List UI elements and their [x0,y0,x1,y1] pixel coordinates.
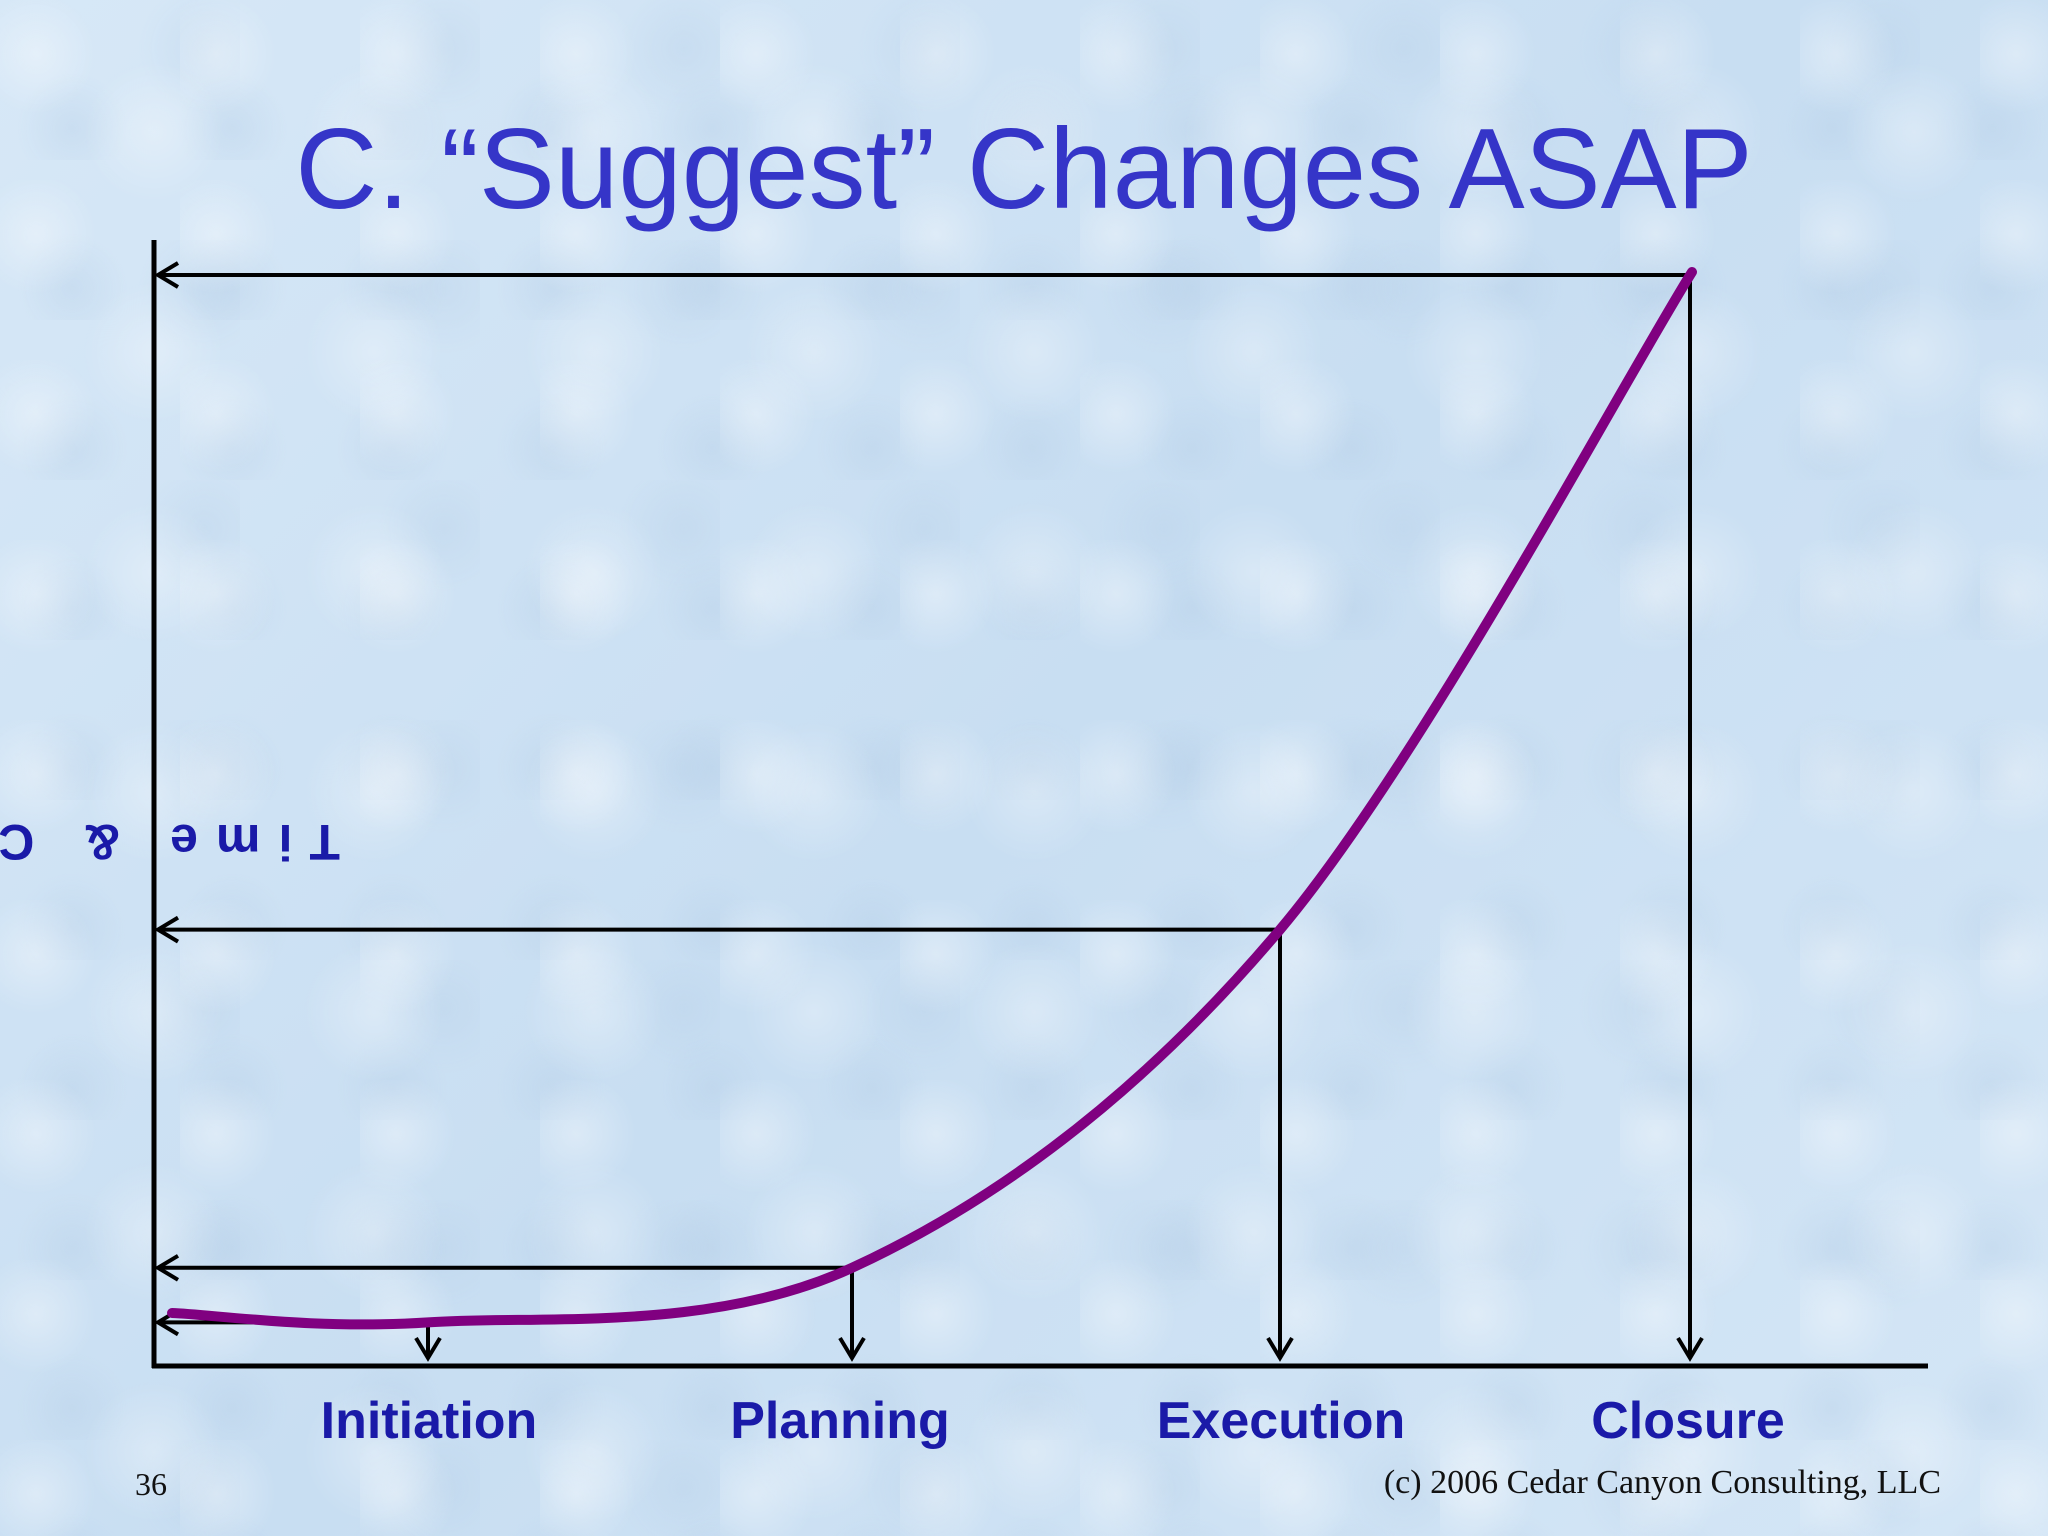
left-arrowhead [154,261,180,289]
down-arrowhead [414,1336,442,1362]
x-label-execution: Execution [1157,1392,1406,1450]
slide-number: 36 [135,1466,167,1502]
chart-guides [154,261,1704,1362]
x-label-closure: Closure [1591,1392,1785,1450]
y-axis-label: Time & C [0,814,340,870]
down-arrowhead [1676,1336,1704,1362]
x-label-initiation: Initiation [321,1392,538,1450]
x-label-planning: Planning [730,1392,950,1450]
left-arrowhead [154,1254,180,1282]
left-arrowhead [154,915,180,944]
chart-x-labels: Initiation Planning Execution Closure [321,1392,1785,1450]
guide-arrows-planning [154,1254,866,1362]
down-arrowhead [1266,1336,1294,1362]
guide-arrows-execution [154,915,1294,1362]
guide-arrows-closure [154,261,1704,1362]
chart-curve [167,267,1697,1330]
chart-axes [151,240,1928,1369]
slide-title: C. “Suggest” Changes ASAP [295,106,1753,233]
cost-curve-line [167,267,1697,1330]
down-arrowhead [838,1336,866,1362]
copyright-notice: (c) 2006 Cedar Canyon Consulting, LLC [1383,1464,1941,1501]
